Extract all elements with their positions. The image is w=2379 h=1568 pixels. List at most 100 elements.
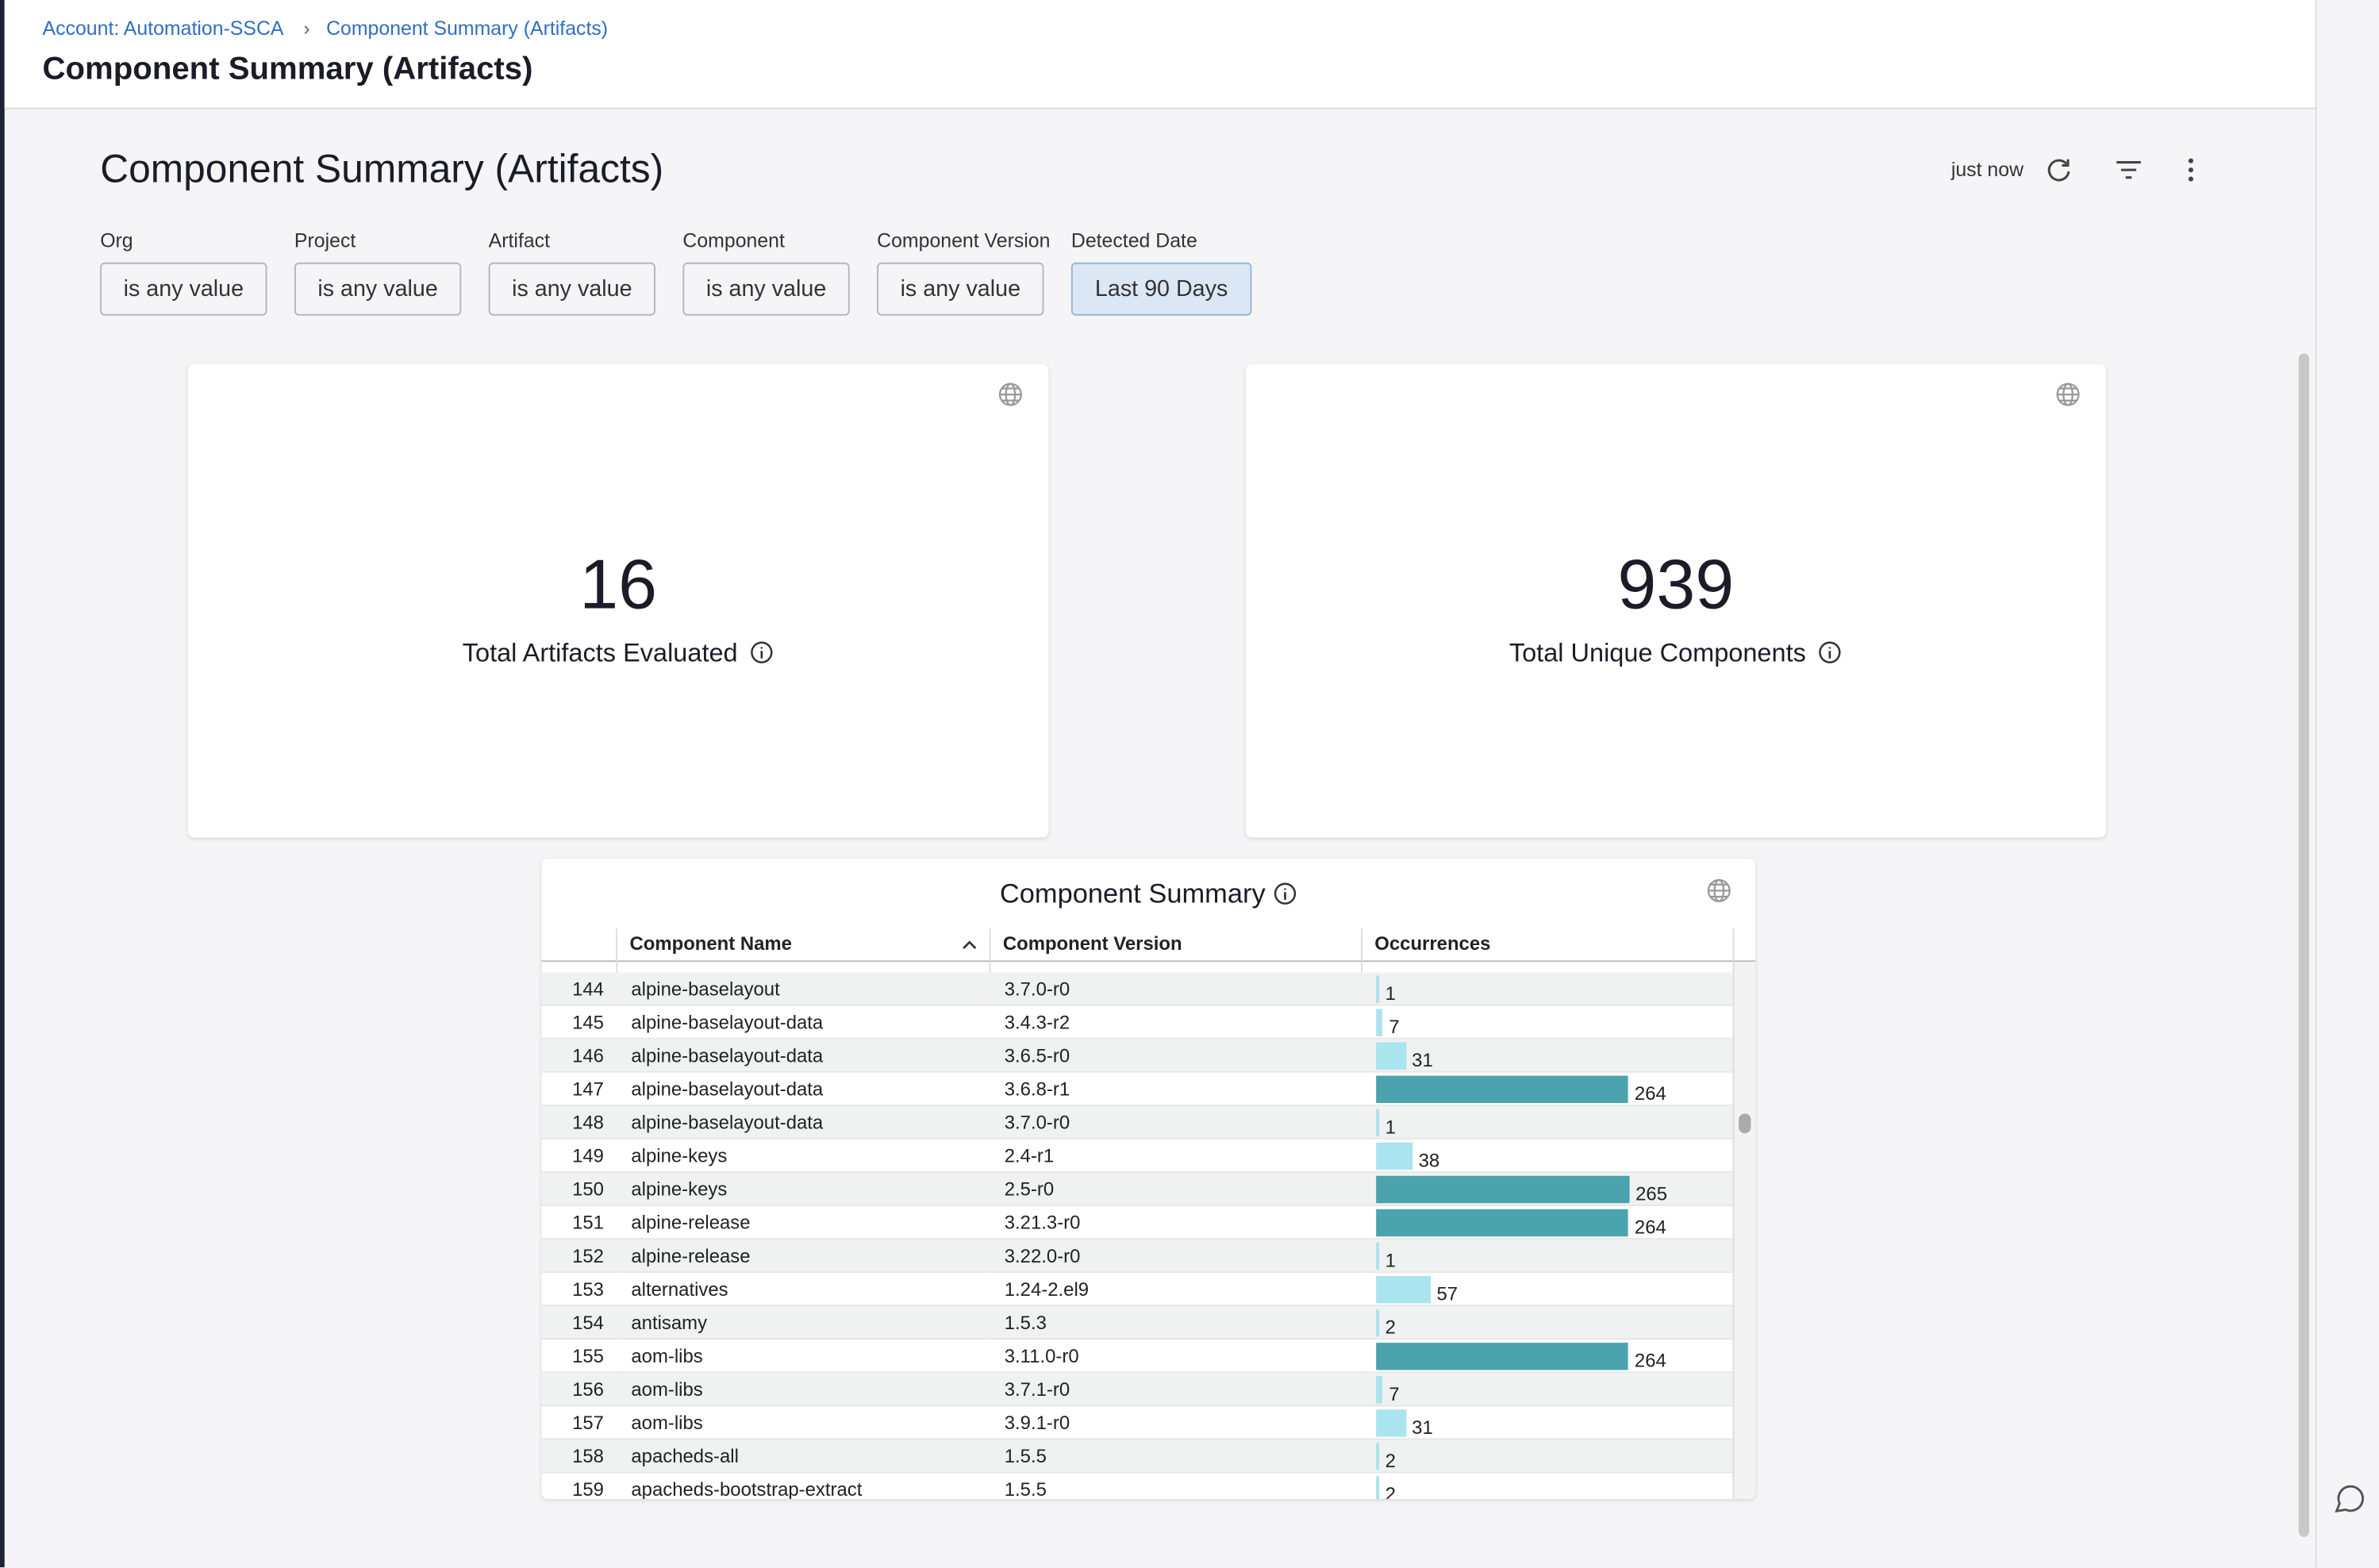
table-title-text: Component Summary (1000, 878, 1266, 909)
row-index: 156 (542, 1373, 604, 1406)
filter-label: Component Version (877, 229, 1050, 252)
component-version: 3.6.8-r1 (1005, 1073, 1070, 1106)
filter-icon[interactable] (2113, 155, 2143, 185)
info-icon[interactable] (750, 640, 774, 665)
sort-indicator[interactable] (960, 935, 978, 962)
occurrence-bar (1376, 1443, 1379, 1470)
component-version: 3.9.1-r0 (1005, 1406, 1070, 1439)
component-name: alpine-baselayout-data (631, 1040, 823, 1073)
row-index: 155 (542, 1339, 604, 1373)
table-title: Component Summary (542, 878, 1756, 910)
breadcrumb-link[interactable]: Component Summary (Artifacts) (326, 17, 608, 40)
component-name: aom-libs (631, 1373, 702, 1406)
kpi-label: Total Unique Components (1246, 639, 2106, 669)
column-header[interactable]: Occurrences (1374, 933, 1490, 955)
component-version: 2.5-r0 (1005, 1173, 1054, 1206)
row-index: 157 (542, 1406, 604, 1439)
last-updated: just now (1951, 158, 2023, 181)
row-index: 152 (542, 1239, 604, 1273)
row-background (542, 1406, 1733, 1439)
nav-edge (0, 0, 5, 1567)
component-version: 3.7.1-r0 (1005, 1373, 1070, 1406)
occurrence-value: 2 (1386, 1478, 1396, 1499)
component-version: 3.11.0-r0 (1005, 1339, 1079, 1373)
occurrence-bar (1376, 1476, 1379, 1499)
filter-button[interactable]: Last 90 Days (1071, 263, 1252, 316)
column-divider (1733, 928, 1735, 1499)
help-icon[interactable] (2331, 1481, 2367, 1517)
row-index: 154 (542, 1306, 604, 1339)
page-scrollbar[interactable] (2299, 353, 2309, 1536)
occurrence-bar (1376, 1143, 1412, 1170)
column-header[interactable]: Component Version (1003, 933, 1182, 955)
globe-icon[interactable] (2054, 381, 2081, 416)
occurrence-bar (1376, 1043, 1405, 1070)
row-index: 151 (542, 1206, 604, 1239)
filter-label: Component (682, 229, 785, 252)
component-name: apacheds-bootstrap-extract (631, 1474, 862, 1500)
occurrence-bar (1376, 1343, 1628, 1370)
occurrence-bar (1376, 1276, 1431, 1303)
component-name: alpine-release (631, 1206, 750, 1239)
component-name: aom-libs (631, 1406, 702, 1439)
filter-button[interactable]: is any value (682, 263, 849, 316)
more-icon[interactable] (2176, 155, 2206, 185)
row-index: 158 (542, 1439, 604, 1473)
component-name: apacheds-all (631, 1439, 739, 1473)
scrollbar-thumb[interactable] (1739, 1113, 1751, 1133)
row-index: 146 (542, 1040, 604, 1073)
kpi-label-text: Total Unique Components (1509, 639, 1806, 667)
occurrence-bar (1376, 1309, 1379, 1336)
component-name: alpine-release (631, 1239, 750, 1273)
component-name: aom-libs (631, 1339, 702, 1373)
component-version: 1.5.3 (1005, 1306, 1047, 1339)
filter-button[interactable]: is any value (489, 263, 655, 316)
kpi-value: 939 (1246, 543, 2106, 625)
table-panel: Component Summary Component Name Componen… (542, 859, 1756, 1499)
component-version: 3.7.0-r0 (1005, 1106, 1070, 1139)
component-version: 3.6.5-r0 (1005, 1040, 1070, 1073)
component-version: 3.7.0-r0 (1005, 973, 1070, 1006)
occurrence-bar (1376, 1409, 1405, 1436)
filter-button[interactable]: is any value (877, 263, 1043, 316)
component-version: 3.21.3-r0 (1005, 1206, 1081, 1239)
breadcrumb-link[interactable]: Account: Automation-SSCA (43, 17, 284, 40)
scrollbar-track (1733, 962, 1756, 1499)
info-icon[interactable] (1273, 882, 1297, 906)
row-index: 145 (542, 1006, 604, 1040)
column-header[interactable]: Component Name (629, 933, 791, 955)
filter-label: Project (294, 229, 356, 252)
globe-icon[interactable] (997, 381, 1024, 416)
row-index: 148 (542, 1106, 604, 1139)
filter-button[interactable]: is any value (294, 263, 461, 316)
row-index: 149 (542, 1139, 604, 1173)
component-version: 1.24-2.el9 (1005, 1273, 1089, 1306)
occurrence-bar (1376, 1209, 1628, 1236)
kpi-label: Total Artifacts Evaluated (188, 639, 1048, 669)
refresh-icon[interactable] (2043, 155, 2073, 185)
occurrence-bar (1376, 1176, 1629, 1203)
component-name: alpine-baselayout-data (631, 1073, 823, 1106)
component-name: alpine-keys (631, 1139, 727, 1173)
row-index: 159 (542, 1474, 604, 1500)
row-index: 144 (542, 973, 604, 1006)
filter-label: Detected Date (1071, 229, 1197, 252)
kpi-label-text: Total Artifacts Evaluated (463, 639, 738, 667)
occurrence-bar (1376, 1376, 1382, 1403)
filter-label: Artifact (489, 229, 550, 252)
component-name: alpine-baselayout (631, 973, 779, 1006)
occurrence-bar (1376, 1243, 1379, 1270)
dashboard-title: Component Summary (Artifacts) (100, 146, 663, 193)
component-version: 2.4-r1 (1005, 1139, 1054, 1173)
component-version: 3.22.0-r0 (1005, 1239, 1081, 1273)
component-version: 1.5.5 (1005, 1474, 1047, 1500)
kpi-value: 16 (188, 543, 1048, 625)
breadcrumb-separator: › (303, 17, 309, 40)
occurrence-bar (1376, 1009, 1382, 1036)
globe-icon[interactable] (1705, 877, 1732, 904)
component-version: 3.4.3-r2 (1005, 1006, 1070, 1040)
info-icon[interactable] (1818, 640, 1843, 665)
filter-button[interactable]: is any value (100, 263, 267, 316)
